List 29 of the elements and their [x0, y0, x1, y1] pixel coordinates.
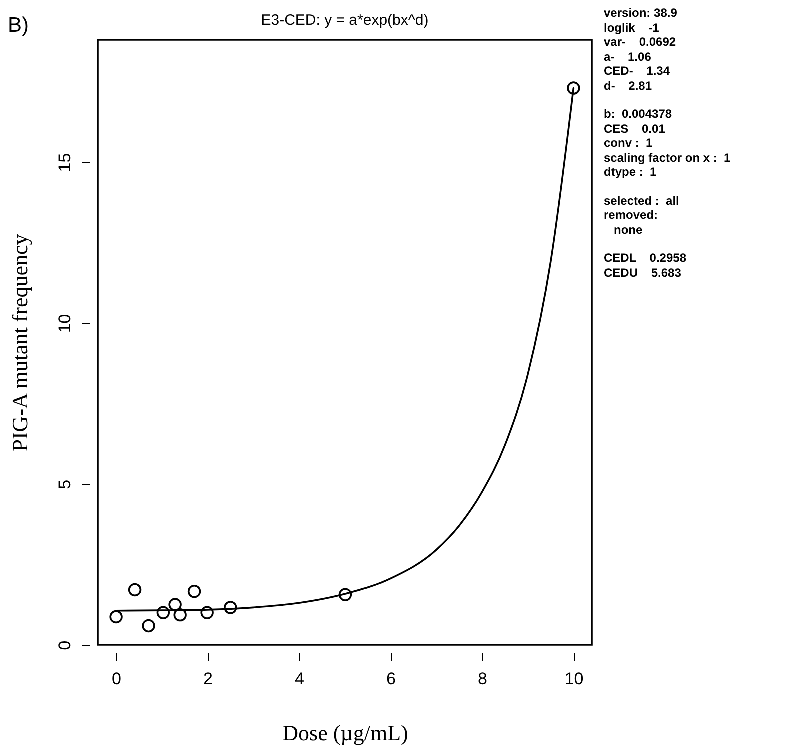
text: B): [8, 14, 29, 38]
point: [142, 619, 156, 633]
x-tick-label: 0: [112, 670, 122, 688]
chart-title: E3-CED: y = a*exp(bx^d): [261, 12, 429, 29]
y-tick-label: 0: [56, 640, 74, 650]
point: [567, 82, 580, 95]
text: selected : all removed: none: [604, 194, 680, 237]
text: CEDL 0.2958 CEDU 5.683: [604, 251, 688, 280]
x-axis-title: Dose (µg/mL): [282, 720, 408, 746]
point: [224, 601, 238, 614]
x-tick-label: 2: [204, 670, 214, 688]
point: [338, 588, 352, 602]
text: version: 38.9 loglik -1 var- 0.0692 a- 1.06 CED- 1.34 d- 2.81: [604, 6, 678, 93]
text: b: 0.004378 CES 0.01 conv : 1 scaling factor on x : 1 dtype : 1: [604, 107, 731, 180]
point: [200, 606, 214, 620]
point: [174, 608, 187, 622]
point: [128, 583, 142, 597]
y-axis-title: PIG-A mutant frequency: [8, 234, 32, 452]
y-tick-label: 15: [56, 153, 74, 172]
point: [156, 606, 170, 620]
x-tick-label: 10: [564, 670, 584, 688]
point: [168, 598, 182, 612]
point: [110, 610, 123, 624]
x-tick-label: 8: [478, 670, 488, 688]
y-tick-label: 10: [56, 314, 74, 334]
y-tick-label: 5: [56, 480, 74, 490]
point: [188, 584, 202, 598]
x-tick-label: 6: [386, 670, 396, 688]
x-tick-label: 4: [295, 670, 304, 688]
